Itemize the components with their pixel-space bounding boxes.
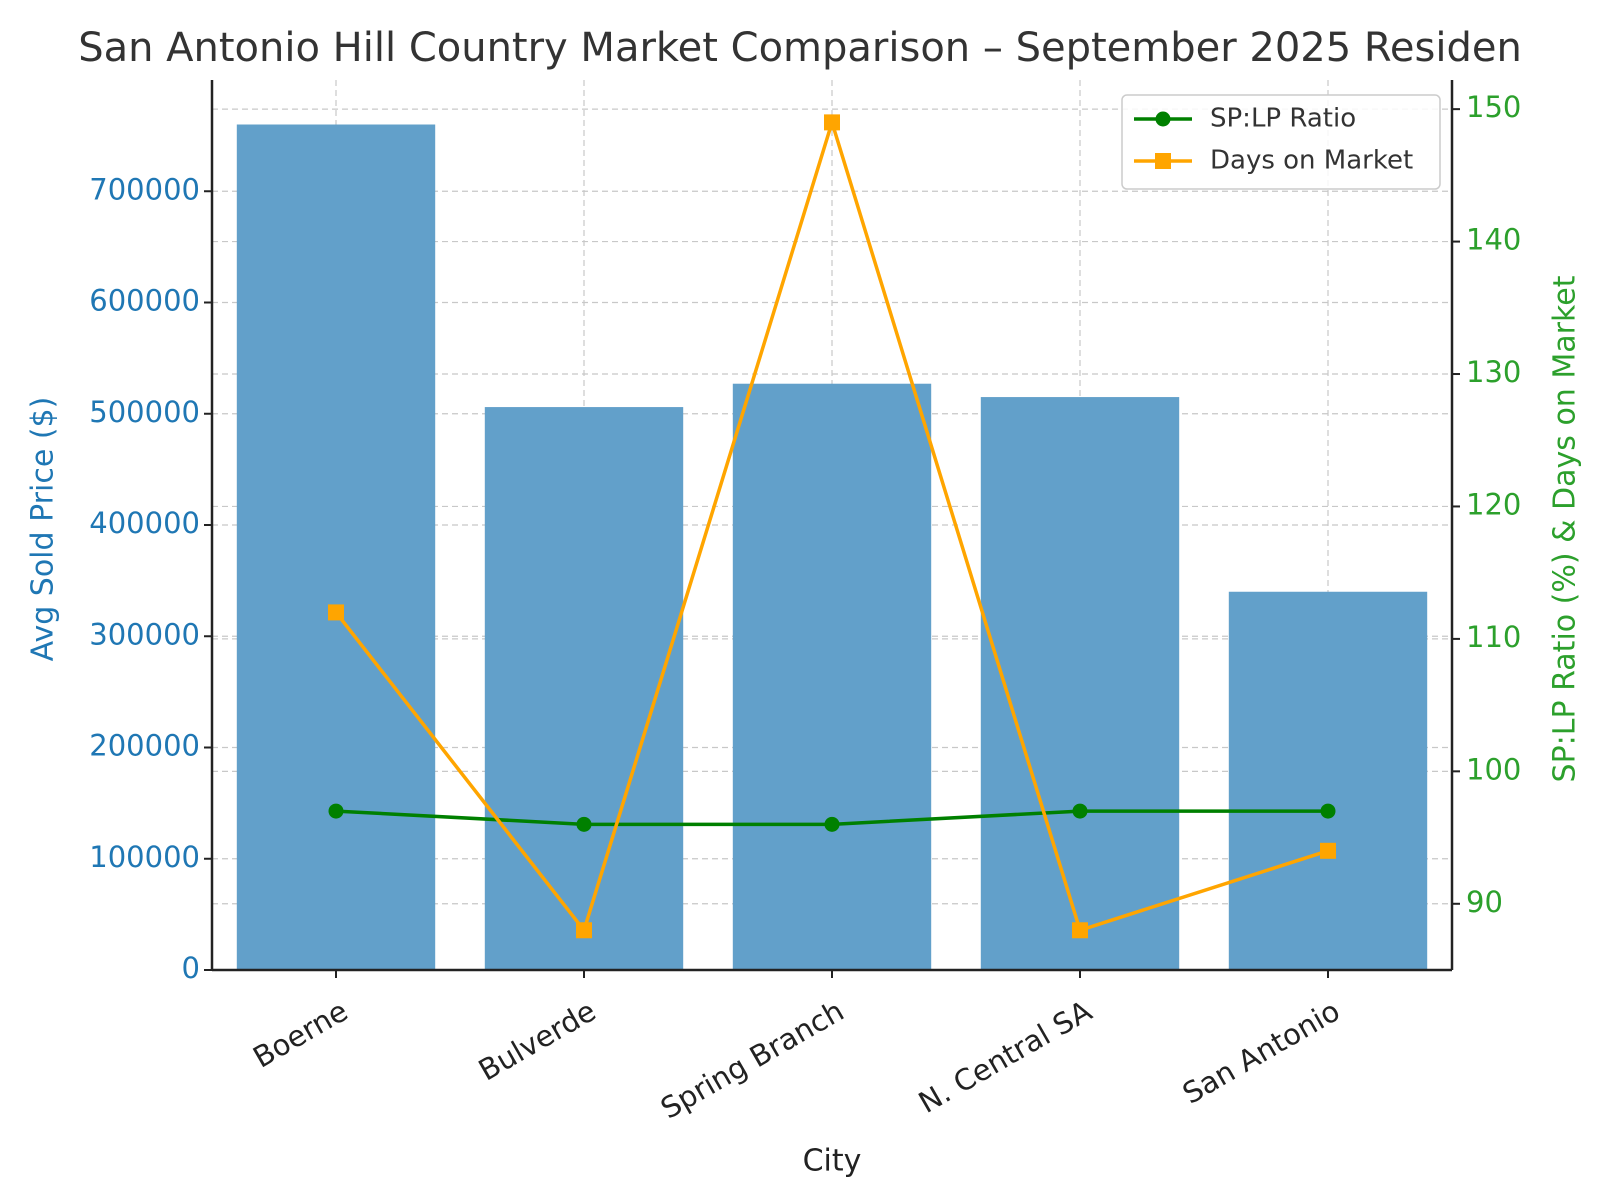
marker [576, 922, 592, 939]
x-axis-label: City [803, 1144, 862, 1179]
legend-label: SP:LP Ratio [1210, 104, 1356, 134]
marker [824, 816, 840, 832]
x-tick-label: Boerne [247, 994, 353, 1075]
bar [980, 397, 1180, 970]
marker [824, 114, 840, 131]
marker [328, 803, 344, 819]
x-tick-label: N. Central SA [913, 993, 1098, 1119]
y2-tick-label: 150 [1466, 90, 1521, 124]
x-tick-label: Spring Branch [655, 994, 850, 1126]
bar [236, 124, 436, 970]
y-tick-label: 700000 [89, 172, 200, 206]
chart-title: San Antonio Hill Country Market Comparis… [78, 25, 1522, 71]
y-tick-label: 200000 [89, 729, 200, 763]
legend-marker [1155, 153, 1171, 169]
bar [1228, 591, 1428, 970]
x-tick-label: Bulverde [473, 994, 602, 1088]
marker [1320, 842, 1336, 859]
y-axis-label: Avg Sold Price ($) [26, 397, 61, 662]
y-tick-label: 600000 [89, 284, 200, 318]
y2-tick-label: 140 [1466, 223, 1521, 257]
y-tick-label: 100000 [89, 840, 200, 874]
x-tick-label: San Antonio [1177, 994, 1346, 1111]
y2-axis-label: SP:LP Ratio (%) & Days on Market [1548, 275, 1583, 782]
legend-label: Days on Market [1210, 146, 1413, 176]
bar [732, 383, 932, 970]
y-tick-label: 500000 [89, 395, 200, 429]
marker [1072, 922, 1088, 939]
legend-box [1121, 94, 1441, 190]
y-tick-label: 400000 [89, 506, 200, 540]
y2-tick-label: 110 [1466, 620, 1521, 654]
marker [1072, 803, 1088, 819]
marker [1320, 803, 1336, 819]
y-tick-label: 300000 [89, 617, 200, 651]
y2-tick-label: 120 [1466, 487, 1521, 521]
marker [328, 604, 344, 621]
bar [484, 407, 684, 970]
y2-tick-label: 90 [1466, 885, 1503, 919]
y2-tick-label: 130 [1466, 355, 1521, 389]
y2-tick-label: 100 [1466, 752, 1521, 786]
legend-marker [1155, 111, 1171, 127]
marker [576, 816, 592, 832]
y-tick-label: 0 [182, 951, 200, 985]
